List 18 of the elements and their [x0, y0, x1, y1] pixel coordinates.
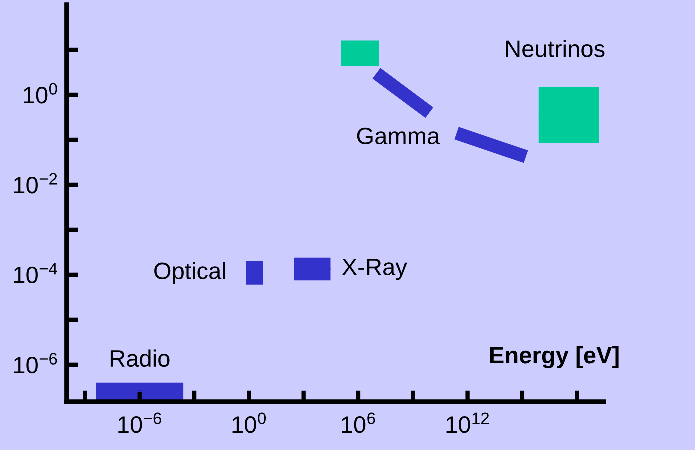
bar — [246, 261, 264, 285]
x-tick-label: 10$^{0}$ — [232, 412, 266, 434]
y-tick-label: 10$^{−6}$ — [14, 353, 58, 374]
bar — [341, 40, 380, 66]
series-label: Neutrinos — [506, 40, 605, 58]
y-tick-label: 10$^{−2}$ — [14, 173, 58, 194]
series-label: Optical — [154, 262, 226, 284]
x-axis-title: Energy [eV] — [490, 346, 619, 369]
y-tick-label: 10$^{0}$ — [24, 83, 58, 104]
series-label: Radio — [110, 350, 170, 368]
bar — [294, 258, 331, 281]
series-label: Gamma — [357, 128, 440, 145]
bar — [538, 87, 600, 144]
series-label: X-Ray — [342, 259, 408, 280]
y-tick-label: 10$^{−4}$ — [14, 263, 58, 284]
x-tick-label: 10$^{−6}$ — [118, 412, 162, 434]
x-tick-label: 10$^{12}$ — [446, 412, 490, 434]
x-tick-label: 10$^{6}$ — [342, 412, 376, 434]
